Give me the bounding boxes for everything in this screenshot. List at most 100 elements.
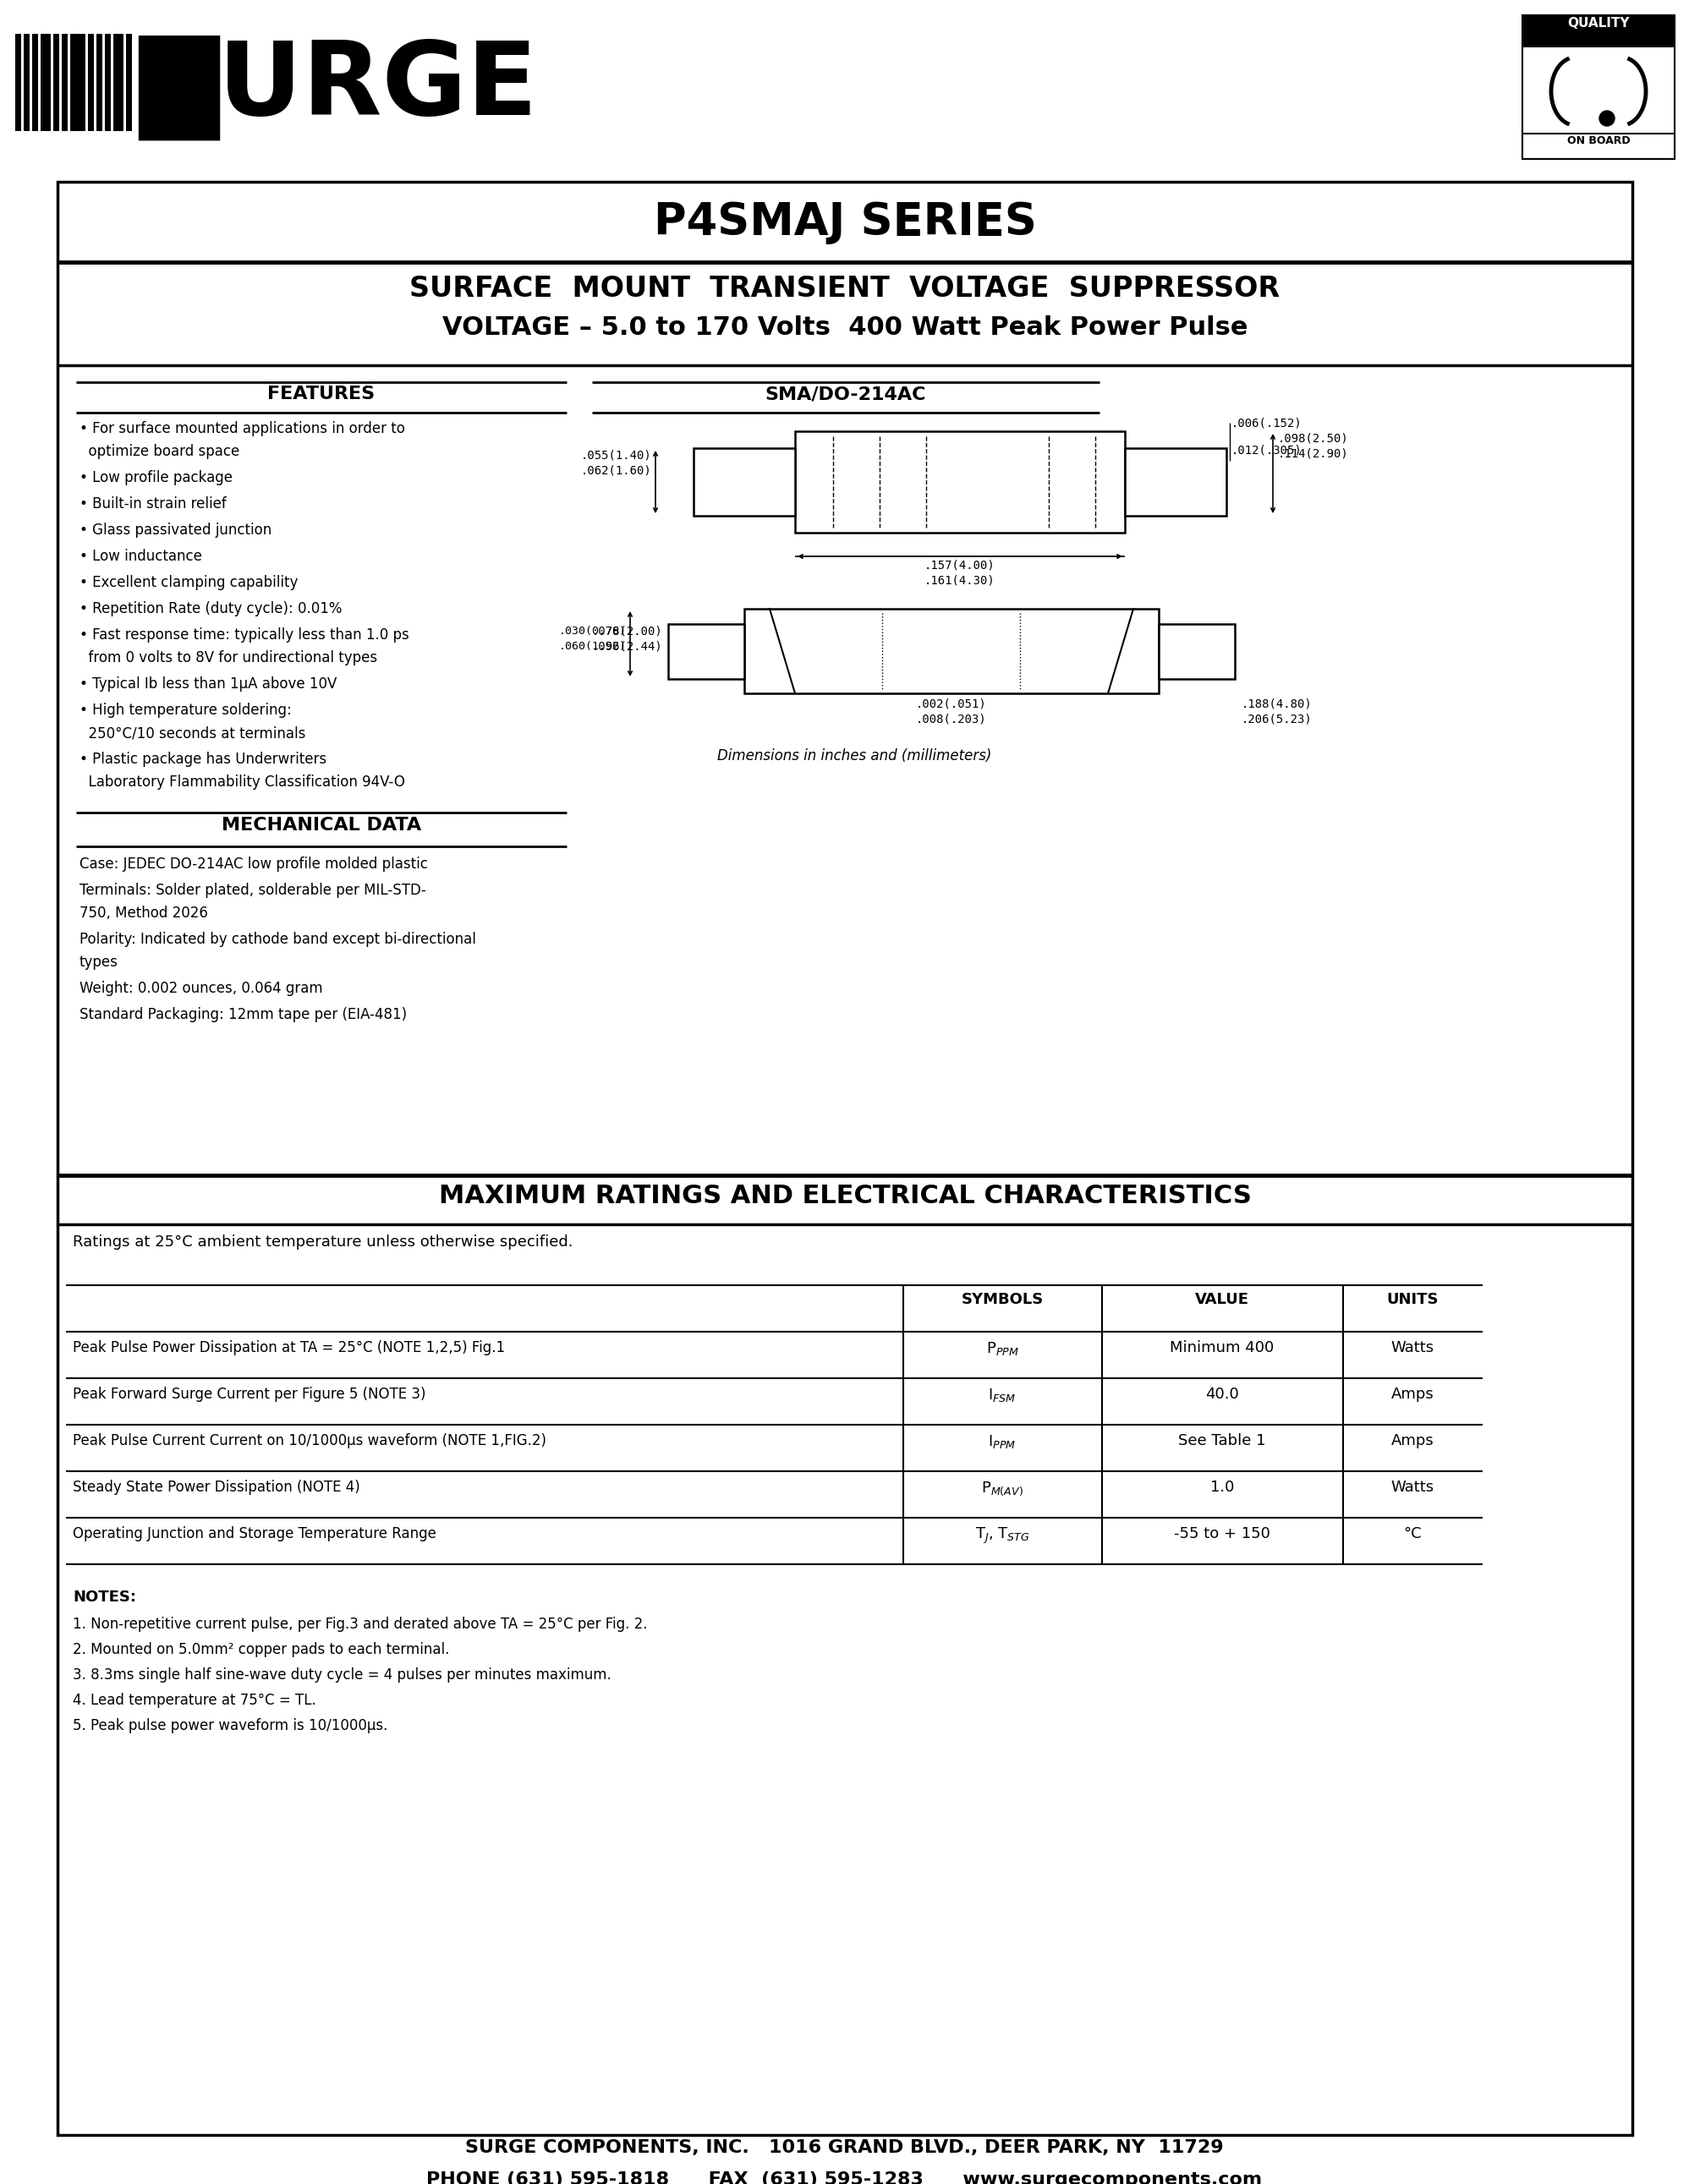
- Text: 2. Mounted on 5.0mm² copper pads to each terminal.: 2. Mounted on 5.0mm² copper pads to each…: [73, 1642, 449, 1658]
- Text: Standard Packaging: 12mm tape per (EIA-481): Standard Packaging: 12mm tape per (EIA-4…: [79, 1007, 407, 1022]
- Text: Watts: Watts: [1390, 1341, 1434, 1356]
- Text: Steady State Power Dissipation (NOTE 4): Steady State Power Dissipation (NOTE 4): [73, 1481, 360, 1494]
- Text: • Repetition Rate (duty cycle): 0.01%: • Repetition Rate (duty cycle): 0.01%: [79, 601, 343, 616]
- Text: Weight: 0.002 ounces, 0.064 gram: Weight: 0.002 ounces, 0.064 gram: [79, 981, 323, 996]
- Circle shape: [1599, 111, 1615, 127]
- Text: PHONE (631) 595-1818      FAX  (631) 595-1283      www.surgecomponents.com: PHONE (631) 595-1818 FAX (631) 595-1283 …: [426, 2171, 1262, 2184]
- Bar: [694, 448, 796, 515]
- Bar: [796, 430, 1125, 533]
- Text: Amps: Amps: [1392, 1387, 1434, 1402]
- Bar: [1159, 625, 1235, 679]
- Bar: [57, 181, 1632, 2136]
- Text: ON BOARD: ON BOARD: [1567, 135, 1630, 146]
- Text: Dimensions in inches and (millimeters): Dimensions in inches and (millimeters): [718, 749, 991, 764]
- Text: FEATURES: FEATURES: [267, 387, 375, 402]
- Bar: [66, 1284, 1483, 1332]
- Text: QUALITY: QUALITY: [1567, 17, 1630, 31]
- Bar: [1522, 15, 1674, 159]
- Text: VALUE: VALUE: [1196, 1293, 1250, 1308]
- Text: .002(.051): .002(.051): [915, 697, 986, 710]
- Text: from 0 volts to 8V for undirectional types: from 0 volts to 8V for undirectional typ…: [79, 651, 377, 666]
- Text: Peak Pulse Current Current on 10/1000μs waveform (NOTE 1,FIG.2): Peak Pulse Current Current on 10/1000μs …: [73, 1433, 546, 1448]
- Text: See Table 1: See Table 1: [1179, 1433, 1265, 1448]
- Bar: [71, 33, 86, 131]
- Text: .096(2.44): .096(2.44): [593, 640, 664, 653]
- Bar: [113, 33, 123, 131]
- Text: Polarity: Indicated by cathode band except bi-directional: Polarity: Indicated by cathode band exce…: [79, 933, 476, 948]
- Text: .188(4.80): .188(4.80): [1241, 697, 1312, 710]
- Text: P4SMAJ SERIES: P4SMAJ SERIES: [654, 201, 1037, 245]
- Bar: [1522, 15, 1674, 48]
- Text: Peak Pulse Power Dissipation at TA = 25°C (NOTE 1,2,5) Fig.1: Peak Pulse Power Dissipation at TA = 25°…: [73, 1341, 505, 1356]
- Text: 250°C/10 seconds at terminals: 250°C/10 seconds at terminals: [79, 725, 306, 740]
- Text: .206(5.23): .206(5.23): [1241, 712, 1312, 725]
- Text: NOTES:: NOTES:: [73, 1590, 137, 1605]
- Text: • Excellent clamping capability: • Excellent clamping capability: [79, 574, 297, 590]
- Text: • Fast response time: typically less than 1.0 ps: • Fast response time: typically less tha…: [79, 627, 409, 642]
- Text: .114(2.90): .114(2.90): [1279, 448, 1350, 461]
- Bar: [24, 33, 30, 131]
- Bar: [1125, 448, 1226, 515]
- Text: Ratings at 25°C ambient temperature unless otherwise specified.: Ratings at 25°C ambient temperature unle…: [73, 1234, 573, 1249]
- Text: .006(.152): .006(.152): [1231, 417, 1302, 430]
- Text: MAXIMUM RATINGS AND ELECTRICAL CHARACTERISTICS: MAXIMUM RATINGS AND ELECTRICAL CHARACTER…: [439, 1184, 1252, 1208]
- Bar: [32, 33, 39, 131]
- Text: • Typical Ib less than 1μA above 10V: • Typical Ib less than 1μA above 10V: [79, 677, 336, 692]
- Text: █URGE: █URGE: [138, 35, 537, 140]
- Text: .008(.203): .008(.203): [915, 712, 986, 725]
- Text: Terminals: Solder plated, solderable per MIL-STD-: Terminals: Solder plated, solderable per…: [79, 882, 426, 898]
- Text: SURFACE  MOUNT  TRANSIENT  VOLTAGE  SUPPRESSOR: SURFACE MOUNT TRANSIENT VOLTAGE SUPPRESS…: [410, 275, 1280, 304]
- Text: .030(0.76): .030(0.76): [559, 625, 627, 638]
- Text: 40.0: 40.0: [1206, 1387, 1240, 1402]
- Text: Watts: Watts: [1390, 1481, 1434, 1494]
- Text: 5. Peak pulse power waveform is 10/1000μs.: 5. Peak pulse power waveform is 10/1000μ…: [73, 1719, 388, 1734]
- Text: 3. 8.3ms single half sine-wave duty cycle = 4 pulses per minutes maximum.: 3. 8.3ms single half sine-wave duty cycl…: [73, 1666, 611, 1682]
- Bar: [88, 33, 95, 131]
- Text: -55 to + 150: -55 to + 150: [1174, 1527, 1270, 1542]
- Text: • High temperature soldering:: • High temperature soldering:: [79, 703, 292, 719]
- Text: .161(4.30): .161(4.30): [924, 574, 995, 587]
- Text: SYMBOLS: SYMBOLS: [961, 1293, 1044, 1308]
- Text: Case: JEDEC DO-214AC low profile molded plastic: Case: JEDEC DO-214AC low profile molded …: [79, 856, 427, 871]
- Text: Amps: Amps: [1392, 1433, 1434, 1448]
- Text: 1.0: 1.0: [1209, 1481, 1235, 1494]
- Text: .098(2.50): .098(2.50): [1279, 432, 1350, 446]
- Text: .012(.305): .012(.305): [1231, 446, 1302, 456]
- Text: types: types: [79, 954, 118, 970]
- Bar: [745, 609, 1159, 692]
- Text: Laboratory Flammability Classification 94V-O: Laboratory Flammability Classification 9…: [79, 775, 405, 791]
- Bar: [62, 33, 68, 131]
- Bar: [105, 33, 111, 131]
- Text: SMA/DO-214AC: SMA/DO-214AC: [765, 387, 926, 402]
- Bar: [41, 33, 51, 131]
- Text: optimize board space: optimize board space: [79, 443, 240, 459]
- Text: MECHANICAL DATA: MECHANICAL DATA: [221, 817, 421, 834]
- Text: • Low inductance: • Low inductance: [79, 548, 203, 563]
- Text: 4. Lead temperature at 75°C = TL.: 4. Lead temperature at 75°C = TL.: [73, 1693, 316, 1708]
- Text: I$_{PPM}$: I$_{PPM}$: [988, 1433, 1017, 1450]
- Text: .060(1.52): .060(1.52): [559, 640, 627, 651]
- Text: • For surface mounted applications in order to: • For surface mounted applications in or…: [79, 422, 405, 437]
- Text: 750, Method 2026: 750, Method 2026: [79, 906, 208, 922]
- Bar: [15, 33, 22, 131]
- Bar: [1522, 133, 1674, 159]
- Text: • Plastic package has Underwriters: • Plastic package has Underwriters: [79, 751, 326, 767]
- Bar: [54, 33, 59, 131]
- Text: .078(2.00): .078(2.00): [593, 625, 664, 638]
- Bar: [669, 625, 745, 679]
- Text: Minimum 400: Minimum 400: [1170, 1341, 1274, 1356]
- Text: P$_{PPM}$: P$_{PPM}$: [986, 1341, 1018, 1356]
- Text: • Low profile package: • Low profile package: [79, 470, 233, 485]
- Text: SURGE COMPONENTS, INC.   1016 GRAND BLVD., DEER PARK, NY  11729: SURGE COMPONENTS, INC. 1016 GRAND BLVD.,…: [464, 2138, 1223, 2156]
- Text: VOLTAGE – 5.0 to 170 Volts  400 Watt Peak Power Pulse: VOLTAGE – 5.0 to 170 Volts 400 Watt Peak…: [443, 314, 1248, 341]
- Text: .157(4.00): .157(4.00): [924, 559, 995, 572]
- Text: .055(1.40): .055(1.40): [581, 450, 652, 461]
- Text: .062(1.60): .062(1.60): [581, 465, 652, 476]
- Text: UNITS: UNITS: [1387, 1293, 1439, 1308]
- Text: Operating Junction and Storage Temperature Range: Operating Junction and Storage Temperatu…: [73, 1527, 436, 1542]
- Bar: [96, 33, 103, 131]
- Text: P$_{M(AV)}$: P$_{M(AV)}$: [981, 1481, 1024, 1496]
- Text: T$_J$, T$_{STG}$: T$_J$, T$_{STG}$: [975, 1527, 1030, 1546]
- Text: Peak Forward Surge Current per Figure 5 (NOTE 3): Peak Forward Surge Current per Figure 5 …: [73, 1387, 426, 1402]
- Text: 1. Non-repetitive current pulse, per Fig.3 and derated above TA = 25°C per Fig. : 1. Non-repetitive current pulse, per Fig…: [73, 1616, 647, 1631]
